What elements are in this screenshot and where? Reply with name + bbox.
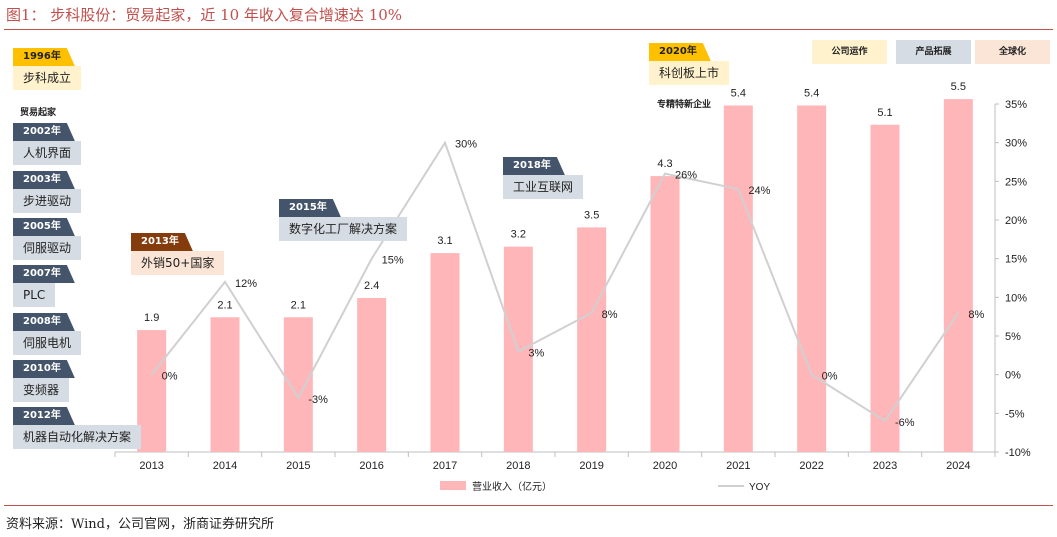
right-axis-tick-label: -5% xyxy=(1005,408,1025,420)
milestone-text: 科创板上市 xyxy=(649,61,730,85)
revenue-bar-label: 5.4 xyxy=(731,88,746,100)
yoy-label: 12% xyxy=(235,278,257,290)
milestone-year: 2013年 xyxy=(131,233,193,251)
note-specialized: 专精特新企业 xyxy=(657,100,712,110)
x-tick-label: 2015 xyxy=(286,460,310,472)
right-axis-tick-label: 25% xyxy=(1005,176,1027,188)
milestone-year: 2020年 xyxy=(649,43,711,61)
x-tick-label: 2018 xyxy=(506,460,530,472)
yoy-line xyxy=(150,140,960,423)
milestone-text: 伺服电机 xyxy=(13,331,82,355)
milestone-year: 2007年 xyxy=(13,265,75,283)
revenue-bar xyxy=(943,99,973,452)
milestone-year: 2002年 xyxy=(13,123,75,141)
x-tick-label: 2017 xyxy=(433,460,457,472)
milestone-year: 2005年 xyxy=(13,218,75,236)
x-tick-label: 2023 xyxy=(873,460,897,472)
yoy-label: -3% xyxy=(308,394,328,406)
revenue-bar-label: 3.2 xyxy=(511,229,526,241)
milestone-year: 1996年 xyxy=(13,48,75,66)
right-axis-tick-label: 5% xyxy=(1005,331,1021,343)
revenue-bar xyxy=(137,330,167,452)
right-axis-tick-label: 20% xyxy=(1005,215,1027,227)
milestone-year: 2015年 xyxy=(279,199,341,217)
revenue-bar-label: 2.4 xyxy=(364,280,379,292)
milestone-text: PLC xyxy=(13,283,56,307)
note-trade: 贸易起家 xyxy=(20,108,57,118)
source-rule xyxy=(4,505,1053,506)
milestone-text: 机器自动化解决方案 xyxy=(13,425,142,449)
right-axis-tick-label: 15% xyxy=(1005,254,1027,266)
milestone-year: 2010年 xyxy=(13,360,75,378)
legend-label-yoy: YOY xyxy=(749,482,770,493)
yoy-label: 0% xyxy=(162,371,178,383)
milestone-text: 伺服驱动 xyxy=(13,236,82,260)
yoy-label: 8% xyxy=(602,309,618,321)
milestone-text: 数字化工厂解决方案 xyxy=(279,217,408,241)
revenue-bar xyxy=(283,317,313,452)
x-tick-label: 2014 xyxy=(213,460,237,472)
milestone-year: 2003年 xyxy=(13,171,75,189)
yoy-label: 0% xyxy=(822,371,838,383)
legend-tag-2: 产品拓展 xyxy=(896,40,971,64)
milestone-text: 步科成立 xyxy=(13,66,82,90)
x-tick-label: 2016 xyxy=(359,460,383,472)
title-rule xyxy=(4,29,1053,30)
yoy-label: 26% xyxy=(675,170,697,182)
yoy-label: 24% xyxy=(748,185,770,197)
revenue-bar-label: 3.5 xyxy=(584,209,599,221)
revenue-bar xyxy=(357,298,387,452)
x-tick-label: 2019 xyxy=(579,460,603,472)
x-tick-label: 2020 xyxy=(653,460,677,472)
legend-tag-3: 全球化 xyxy=(975,40,1050,64)
revenue-bar xyxy=(210,317,240,452)
milestone-year: 2008年 xyxy=(13,313,75,331)
yoy-label: 8% xyxy=(968,309,984,321)
revenue-bar-label: 4.3 xyxy=(657,158,672,170)
milestone-text: 人机界面 xyxy=(13,141,82,165)
revenue-bar xyxy=(577,227,607,452)
x-tick-label: 2022 xyxy=(799,460,823,472)
x-tick-label: 2013 xyxy=(139,460,163,472)
right-axis-tick-label: 0% xyxy=(1005,370,1021,382)
revenue-bar xyxy=(430,253,460,452)
yoy-label: 15% xyxy=(382,255,404,267)
x-tick-label: 2021 xyxy=(726,460,750,472)
legend-tag-1: 公司运作 xyxy=(812,40,887,64)
milestone-text: 变频器 xyxy=(13,378,70,402)
figure-title: 图1： 步科股份：贸易起家，近 10 年收入复合增速达 10% xyxy=(6,6,403,24)
revenue-bar-label: 5.5 xyxy=(951,81,966,93)
legend-label-revenue: 营业收入（亿元） xyxy=(472,480,552,493)
revenue-bar xyxy=(723,105,753,452)
revenue-bar-label: 3.1 xyxy=(437,235,452,247)
right-axis-tick-label: 35% xyxy=(1005,99,1027,111)
source-note: 资料来源：Wind，公司官网，浙商证券研究所 xyxy=(6,517,274,532)
right-axis-tick-label: -10% xyxy=(1005,447,1031,459)
milestone-year: 2012年 xyxy=(13,407,75,425)
milestone-year: 2018年 xyxy=(503,157,565,175)
revenue-bar-label: 5.4 xyxy=(804,88,819,100)
revenue-bar-label: 2.1 xyxy=(217,299,232,311)
x-tick-label: 2024 xyxy=(946,460,970,472)
right-axis-tick-label: 30% xyxy=(1005,138,1027,150)
revenue-bar xyxy=(797,105,827,452)
revenue-bar-label: 5.1 xyxy=(877,107,892,119)
milestone-text: 外销50+国家 xyxy=(131,251,225,275)
yoy-label: 3% xyxy=(528,347,544,359)
yoy-label: 30% xyxy=(455,139,477,151)
revenue-bar-label: 1.9 xyxy=(144,312,159,324)
milestone-text: 工业互联网 xyxy=(503,175,584,199)
revenue-bar xyxy=(650,176,680,453)
legend-swatch-revenue xyxy=(440,481,466,490)
revenue-bar xyxy=(870,124,900,452)
yoy-label: -6% xyxy=(895,417,915,429)
revenue-bar-label: 2.1 xyxy=(291,299,306,311)
milestone-text: 步进驱动 xyxy=(13,189,82,213)
right-axis-tick-label: 10% xyxy=(1005,292,1027,304)
